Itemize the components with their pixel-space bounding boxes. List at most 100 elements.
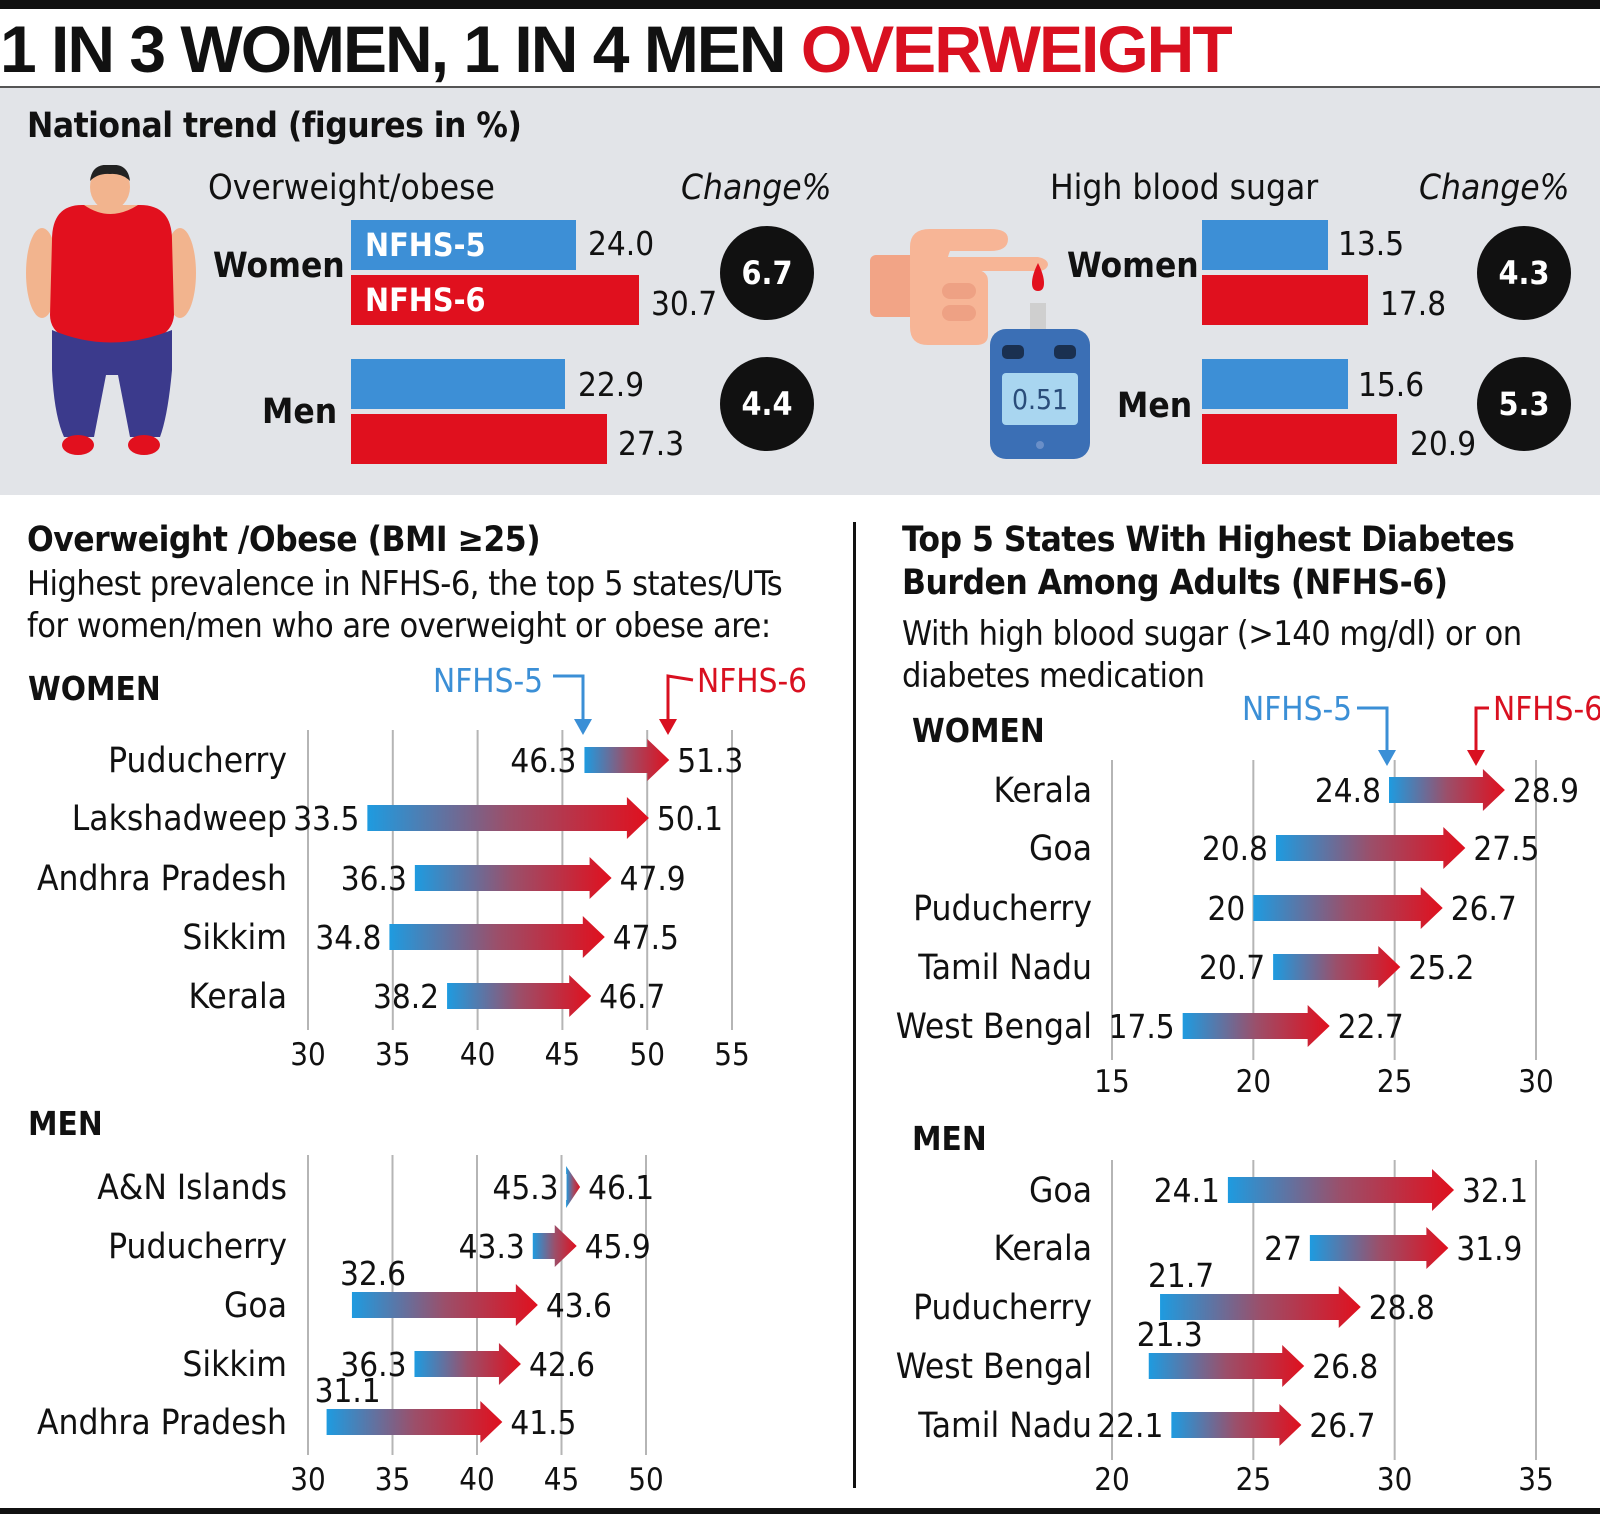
obese-men-row-label: Goa	[224, 1286, 287, 1326]
diabetes-subtitle-line2: diabetes medication	[902, 656, 1205, 696]
obese-men-nfhs6-value: 45.9	[585, 1227, 651, 1266]
diabetes-men-tick-label: 20	[1094, 1462, 1129, 1498]
overweight-women-nfhs5-value: 24.0	[588, 224, 655, 263]
obese-women-nfhs5-value: 38.2	[373, 977, 439, 1016]
obese-women-row-label: Lakshadweep	[72, 799, 287, 839]
legend-nfhs5-label: NFHS-5	[365, 226, 486, 264]
obese-men-row-label: Puducherry	[108, 1227, 287, 1267]
diabetes-men-tick-label: 35	[1518, 1462, 1553, 1498]
obese-men-nfhs5-value: 45.3	[492, 1168, 558, 1207]
legend-nfhs6-label: NFHS-6	[365, 281, 486, 319]
obese-women-legend-nfhs5: NFHS-5	[433, 661, 543, 700]
overweight-men-nfhs5-value: 22.9	[578, 365, 645, 404]
sugar-women-nfhs5-bar	[1202, 220, 1328, 270]
obese-women-tick-label: 45	[545, 1037, 580, 1073]
diabetes-men-tick-label: 25	[1236, 1462, 1271, 1498]
diabetes-men-nfhs6-value: 28.8	[1369, 1288, 1435, 1327]
obese-men-nfhs6-value: 46.1	[588, 1168, 654, 1207]
obese-men-nfhs5-value: 31.1	[315, 1371, 381, 1410]
overweight-men-nfhs5-bar	[351, 359, 565, 409]
diabetes-women-nfhs6-value: 25.2	[1408, 948, 1474, 987]
diabetes-women-legend-nfhs5: NFHS-5	[1242, 689, 1352, 728]
obese-women-nfhs6-value: 47.9	[620, 859, 686, 898]
obese-men-row-label: A&N Islands	[97, 1168, 287, 1208]
diabetes-men-nfhs5-value: 21.7	[1148, 1256, 1214, 1295]
diabetes-women-tick-label: 15	[1094, 1064, 1129, 1100]
sugar-men-nfhs6-bar	[1202, 414, 1397, 464]
diabetes-men-nfhs5-value: 27	[1264, 1229, 1302, 1268]
obese-men-row-label: Andhra Pradesh	[37, 1403, 287, 1443]
diabetes-men-group-label: MEN	[912, 1119, 987, 1158]
diabetes-women-group-label: WOMEN	[912, 711, 1045, 750]
obese-men-arrow-bar	[351, 1284, 538, 1326]
top-rule	[0, 0, 1600, 9]
obese-women-legend-nfhs6-pointer	[666, 674, 694, 721]
obese-women-nfhs6-value: 51.3	[677, 741, 743, 780]
sugar-women-nfhs6-bar	[1202, 275, 1368, 325]
obese-women-arrow-bar	[389, 916, 605, 958]
diabetes-women-nfhs6-value: 22.7	[1338, 1007, 1404, 1046]
obese-women-arrow-bar	[414, 857, 612, 899]
diabetes-women-row-label: Tamil Nadu	[917, 948, 1092, 988]
diabetes-title-line2: Burden Among Adults (NFHS-6)	[902, 563, 1448, 603]
headline-rule	[0, 86, 1600, 88]
diabetes-men-arrow-bar	[1148, 1345, 1305, 1387]
diabetes-men-nfhs6-value: 26.8	[1312, 1347, 1378, 1386]
diabetes-men-nfhs5-value: 22.1	[1097, 1406, 1163, 1445]
obese-women-nfhs5-value: 33.5	[293, 799, 359, 838]
diabetes-women-row-label: Puducherry	[913, 889, 1092, 929]
obese-men-tick-label: 45	[544, 1462, 579, 1498]
obese-section-title: Overweight /Obese (BMI ≥25)	[27, 520, 541, 560]
obese-women-tick-label: 35	[375, 1037, 410, 1073]
diabetes-women-arrow-bar	[1253, 887, 1443, 929]
diabetes-women-legend-nfhs6-arrowhead	[1467, 750, 1485, 766]
sugar-change-header: Change%	[1419, 168, 1570, 208]
obese-women-tick-label: 30	[290, 1037, 325, 1073]
diabetes-men-tick-label: 30	[1377, 1462, 1412, 1498]
diabetes-men-nfhs6-value: 32.1	[1462, 1171, 1528, 1210]
overweight-women-nfhs6-value: 30.7	[651, 284, 718, 323]
obese-women-tick-label: 40	[460, 1037, 495, 1073]
overweight-women-change-badge: 6.7	[720, 226, 814, 320]
diabetes-women-legend-nfhs5-pointer	[1357, 706, 1389, 752]
obese-women-nfhs6-value: 46.7	[599, 977, 665, 1016]
overweight-women-nfhs5-bar: NFHS-5	[351, 220, 576, 270]
glucose-meter-icon: 0.51	[870, 229, 1090, 459]
diabetes-men-arrow-bar	[1309, 1227, 1449, 1269]
diabetes-women-row-label: West Bengal	[896, 1007, 1092, 1047]
obese-women-nfhs5-value: 36.3	[341, 859, 407, 898]
diabetes-women-arrow-bar	[1275, 827, 1466, 869]
overweight-person-icon	[26, 165, 196, 455]
obese-women-arrow-bar	[584, 739, 670, 781]
obese-women-legend-nfhs5-arrowhead	[574, 719, 592, 735]
diabetes-women-legend-nfhs6-pointer	[1474, 706, 1489, 752]
sugar-men-nfhs6-value: 20.9	[1410, 424, 1477, 463]
diabetes-women-row-label: Kerala	[993, 771, 1092, 811]
overweight-women-nfhs6-bar: NFHS-6	[351, 275, 639, 325]
diabetes-men-row-label: Kerala	[993, 1229, 1092, 1269]
overweight-title: Overweight/obese	[208, 168, 495, 208]
overweight-change-header: Change%	[681, 168, 832, 208]
diabetes-men-row-label: West Bengal	[896, 1347, 1092, 1387]
obese-women-row-label: Andhra Pradesh	[37, 859, 287, 899]
sugar-women-nfhs5-value: 13.5	[1338, 224, 1405, 263]
overweight-women-label: Women	[213, 246, 345, 286]
obese-men-group-label: MEN	[28, 1104, 103, 1143]
diabetes-women-arrow-bar	[1389, 769, 1505, 811]
obese-women-arrow-bar	[367, 797, 649, 839]
obese-women-nfhs6-value: 50.1	[657, 799, 723, 838]
overweight-men-nfhs6-bar	[351, 414, 607, 464]
diabetes-women-nfhs5-value: 17.5	[1109, 1007, 1175, 1046]
obese-women-arrow-bar	[447, 975, 592, 1017]
overweight-men-nfhs6-value: 27.3	[618, 424, 685, 463]
obese-men-tick-label: 50	[628, 1462, 663, 1498]
obese-men-nfhs6-value: 41.5	[510, 1403, 576, 1442]
diabetes-men-row-label: Goa	[1029, 1171, 1092, 1211]
obese-men-tick-label: 30	[290, 1462, 325, 1498]
obese-women-legend-nfhs5-pointer	[553, 674, 585, 721]
headline-black: 1 IN 3 WOMEN, 1 IN 4 MEN	[0, 12, 786, 86]
obese-men-tick-label: 40	[459, 1462, 494, 1498]
headline: 1 IN 3 WOMEN, 1 IN 4 MEN OVERWEIGHT	[0, 6, 1233, 92]
